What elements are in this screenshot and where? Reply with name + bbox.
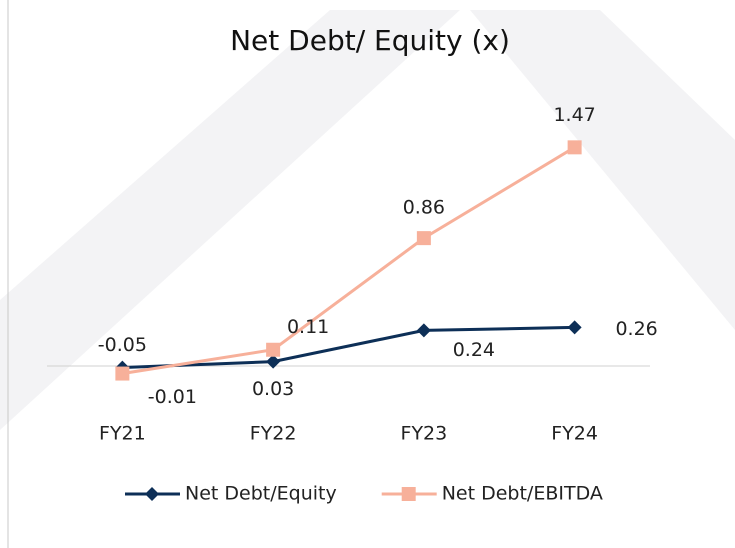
decor [0,10,460,430]
x-tick-label: FY24 [551,423,598,445]
data-label: 0.26 [615,318,657,340]
chart-title: Net Debt/ Equity (x) [230,24,510,57]
decor [470,10,735,330]
marker [401,487,416,501]
marker [266,354,281,369]
marker [416,323,431,338]
marker [115,366,130,381]
legend-label: Net Debt/EBITDA [442,483,603,505]
data-label: 0.86 [403,197,445,219]
data-label: 0.11 [287,316,329,338]
data-label: -0.01 [148,386,197,408]
marker [416,231,431,246]
series-line [122,146,576,376]
data-label: 0.24 [453,339,495,361]
marker [567,140,582,155]
series-line [122,325,575,370]
x-tick-label: FY22 [250,423,297,445]
data-label: 1.47 [553,104,595,126]
marker [567,320,582,335]
x-tick-label: FY21 [99,423,146,445]
x-tick-label: FY23 [401,423,448,445]
marker [145,487,159,501]
marker [266,342,281,357]
data-label: -0.05 [98,334,147,356]
legend-label: Net Debt/Equity [185,483,337,505]
data-label: 0.03 [252,378,294,400]
